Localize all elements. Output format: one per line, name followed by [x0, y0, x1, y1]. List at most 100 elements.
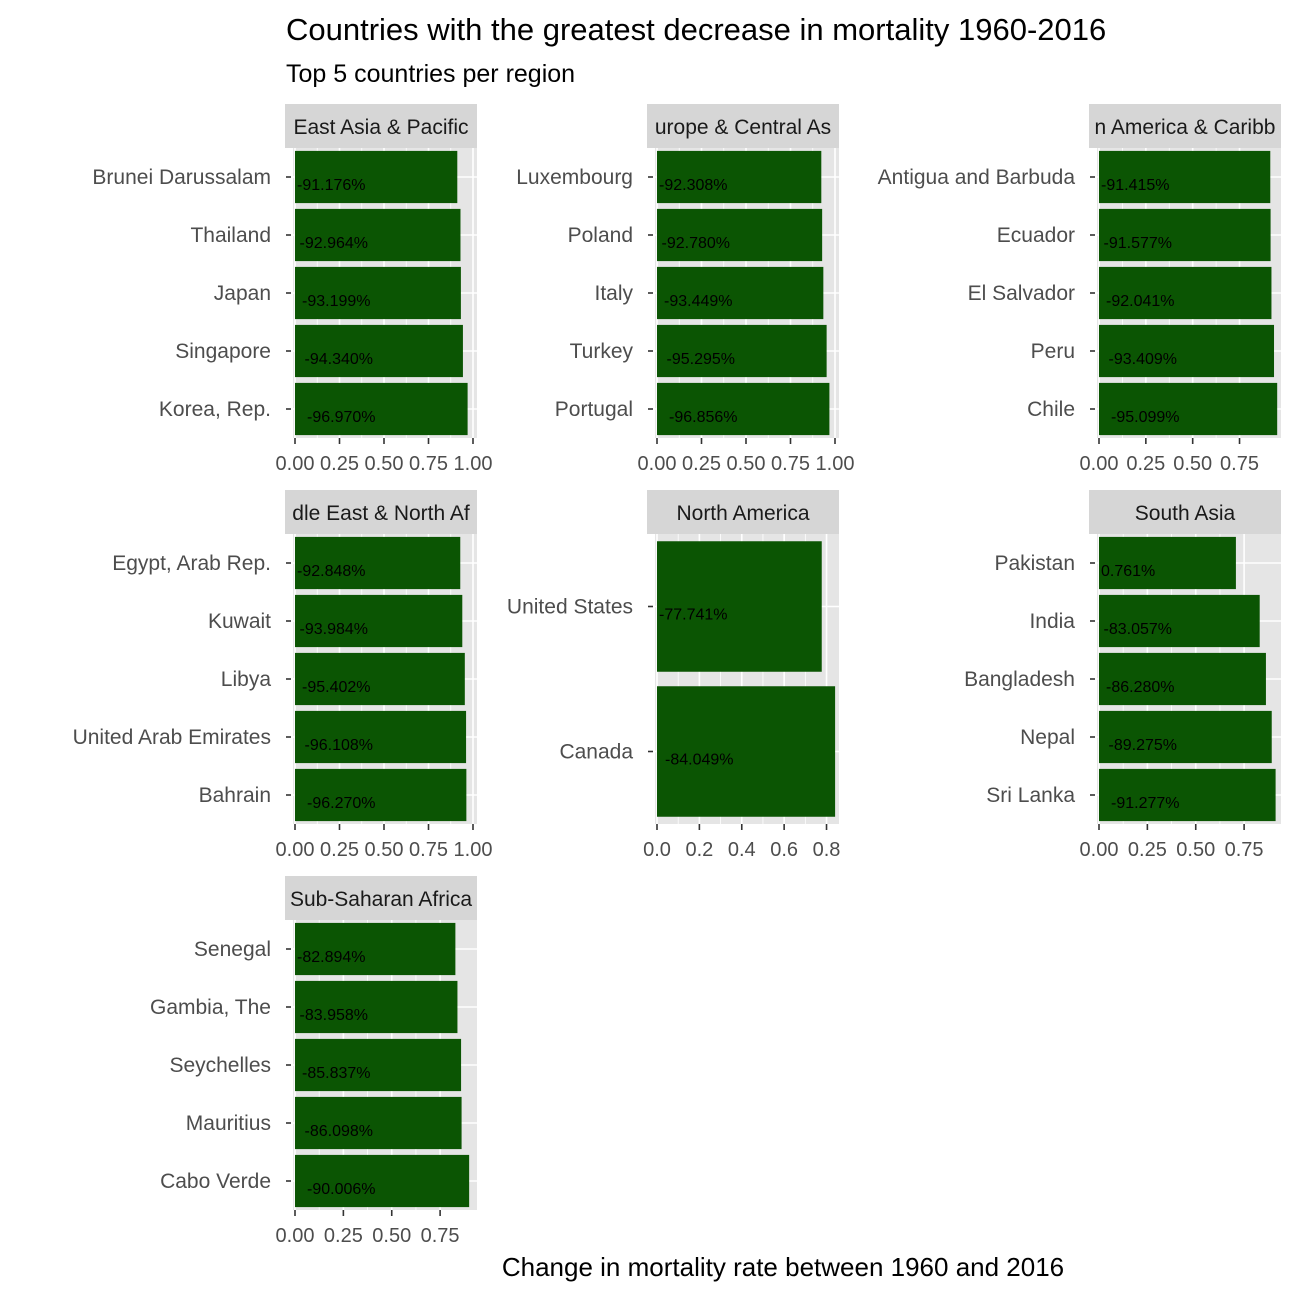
x-tick-label: 0.25: [320, 839, 359, 861]
bar-value-label: -93.449%: [664, 293, 733, 310]
x-tick-label: 0.00: [276, 1225, 315, 1247]
facet-strip-label: n America & Caribb: [1095, 116, 1276, 139]
bar: [295, 980, 458, 1034]
x-tick-label: 0.75: [1225, 839, 1264, 861]
bar-value-label: -86.280%: [1106, 679, 1175, 696]
bar: [295, 710, 467, 764]
category-label: Canada: [559, 741, 633, 764]
facet-strip-label: North America: [676, 502, 809, 525]
bar-value-label: -93.409%: [1109, 351, 1178, 368]
facet-strip: [1089, 104, 1281, 148]
x-tick-label: 0.2: [685, 839, 713, 861]
x-tick-label: 0.50: [372, 1225, 411, 1247]
bar-value-label: -95.295%: [667, 351, 736, 368]
category-label: Cabo Verde: [160, 1170, 271, 1193]
bar: [657, 382, 830, 436]
bar-value-label: -95.099%: [1111, 409, 1180, 426]
category-label: Luxembourg: [516, 166, 633, 189]
bar-value-label: -90.006%: [307, 1181, 376, 1198]
category-label: Gambia, The: [150, 996, 271, 1019]
x-tick-label: 0.00: [1080, 453, 1119, 475]
bar: [1099, 382, 1278, 436]
bar: [1099, 768, 1276, 822]
bar-value-label: -86.098%: [305, 1123, 374, 1140]
category-label: Poland: [568, 224, 633, 247]
bar-value-label: -94.340%: [305, 351, 374, 368]
facet-strip-label: East Asia & Pacific: [293, 116, 468, 139]
x-tick-label: 0.6: [770, 839, 798, 861]
bar: [295, 594, 463, 648]
bar-value-label: -92.041%: [1106, 293, 1175, 310]
facet-strip: [647, 490, 839, 534]
category-label: Bangladesh: [964, 668, 1075, 691]
category-label: Seychelles: [169, 1054, 271, 1077]
category-label: United Arab Emirates: [73, 726, 271, 749]
category-label: Egypt, Arab Rep.: [112, 552, 271, 575]
bar-value-label: -96.856%: [669, 409, 738, 426]
facet-strip: [285, 490, 477, 534]
facet-strip-label: urope & Central As: [655, 116, 831, 139]
facet-strip: [285, 104, 477, 148]
bar: [657, 686, 836, 817]
bar-value-label: -84.049%: [665, 752, 734, 769]
bar-value-label: -77.741%: [659, 607, 728, 624]
bar: [295, 1154, 470, 1208]
facet-panel: Sub-Saharan Africa Senegal -82.894% Gambia,…: [150, 876, 477, 1247]
facet-panel: South Asia Pakistan 0.761% India -83.057% Ban…: [964, 490, 1281, 861]
bar-value-label: -92.780%: [662, 235, 731, 252]
bar: [657, 324, 827, 378]
bar: [295, 266, 461, 320]
chart-subtitle: Top 5 countries per region: [286, 60, 575, 88]
category-label: Korea, Rep.: [159, 398, 271, 421]
facet-panel: dle East & North Af Egypt, Arab Rep. -92.8…: [73, 490, 492, 861]
bar: [295, 768, 467, 822]
x-tick-label: 0.75: [409, 453, 448, 475]
x-tick-label: 0.8: [813, 839, 841, 861]
x-tick-label: 0.50: [365, 839, 404, 861]
chart-title: Countries with the greatest decrease in …: [286, 12, 1106, 47]
x-tick-label: 0.0: [643, 839, 671, 861]
bar-value-label: -91.577%: [1104, 235, 1173, 252]
bar: [1099, 266, 1272, 320]
bar-value-label: -96.970%: [307, 409, 376, 426]
x-tick-label: 0.25: [1128, 839, 1167, 861]
category-label: Senegal: [194, 938, 271, 961]
facet-strip: [285, 876, 477, 920]
bar-value-label: -83.057%: [1104, 621, 1173, 638]
category-label: Sri Lanka: [986, 784, 1075, 807]
category-label: Mauritius: [186, 1112, 271, 1135]
bar-value-label: -93.199%: [302, 293, 371, 310]
x-tick-label: 0.75: [421, 1225, 460, 1247]
x-tick-label: 0.25: [682, 453, 721, 475]
facet-strip: [647, 104, 839, 148]
x-tick-label: 0.00: [276, 839, 315, 861]
x-tick-label: 0.75: [409, 839, 448, 861]
facet-panel: n America & Caribb Antigua and Barbuda -91…: [878, 104, 1281, 475]
bar: [295, 382, 468, 436]
bar: [1099, 594, 1260, 648]
category-label: Italy: [594, 282, 633, 305]
category-label: Turkey: [570, 340, 634, 363]
category-label: Ecuador: [997, 224, 1075, 247]
facet-panels: East Asia & Pacific Brunei Darussalam -91.…: [73, 104, 1281, 1247]
x-tick-label: 0.00: [1080, 839, 1119, 861]
bar: [295, 208, 461, 262]
x-tick-label: 0.00: [276, 453, 315, 475]
x-tick-label: 0.75: [1220, 453, 1259, 475]
x-tick-label: 0.50: [1173, 453, 1212, 475]
category-label: Portugal: [555, 398, 633, 421]
bar: [1099, 150, 1271, 204]
bar: [295, 536, 461, 590]
x-axis-title: Change in mortality rate between 1960 an…: [502, 1252, 1064, 1282]
category-label: Pakistan: [994, 552, 1075, 575]
facet-strip-label: dle East & North Af: [292, 502, 470, 525]
bar: [657, 208, 823, 262]
category-label: India: [1029, 610, 1075, 633]
facet-strip-label: Sub-Saharan Africa: [290, 888, 472, 911]
bar: [295, 922, 456, 976]
x-tick-label: 1.00: [454, 453, 493, 475]
x-tick-label: 0.25: [324, 1225, 363, 1247]
bar: [1099, 710, 1272, 764]
x-tick-label: 1.00: [816, 453, 855, 475]
bar: [295, 324, 463, 378]
